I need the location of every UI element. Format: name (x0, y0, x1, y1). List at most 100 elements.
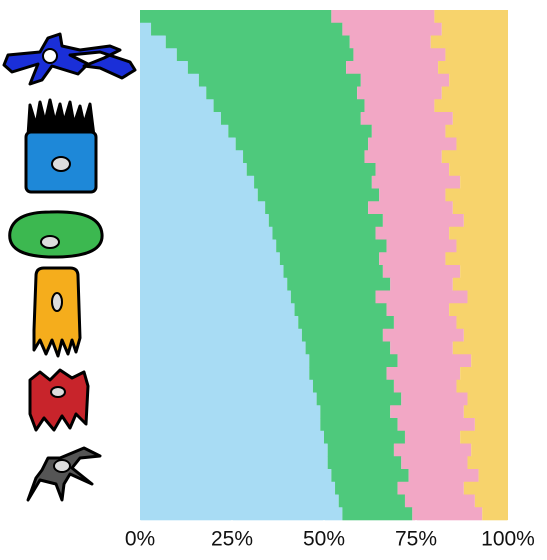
icon-spiky (26, 98, 96, 138)
bar-segment (393, 379, 457, 393)
bar-segment (140, 86, 207, 100)
bar-segment (338, 494, 405, 508)
bar-segment (478, 469, 508, 483)
icon-blue (2, 32, 137, 86)
x-tick-label: 100% (481, 528, 535, 551)
bar-segment (390, 277, 453, 291)
bar-segment (309, 354, 398, 368)
bar-segment (386, 239, 457, 253)
bar-segment (408, 469, 479, 483)
bar-segment (140, 137, 236, 151)
bar-segment (268, 214, 383, 228)
bar-segment (390, 405, 464, 419)
bar-segment (140, 430, 324, 444)
bar-segment (375, 163, 450, 177)
bar-segment (140, 418, 321, 432)
bar-segment (346, 61, 439, 75)
bar-segment (243, 150, 365, 164)
bar-segment (140, 239, 277, 253)
bar-segment (449, 303, 508, 317)
bar-segment (463, 328, 508, 342)
bar-segment (441, 150, 508, 164)
bar-segment (445, 188, 508, 202)
bar-segment (140, 367, 310, 381)
bar-segment (474, 494, 508, 508)
bar-segment (445, 252, 508, 266)
bar-segment (140, 303, 295, 317)
icon-green (8, 210, 104, 259)
bar-segment (140, 112, 221, 126)
bar-segment (140, 481, 336, 495)
bar-segment (382, 328, 464, 342)
bar-segment (151, 22, 343, 36)
bar-segment (198, 73, 361, 87)
bar-segment (456, 379, 508, 393)
bar-segment (375, 226, 450, 240)
bar-segment (140, 277, 288, 291)
bar-segment (316, 392, 402, 406)
bar-segment (393, 316, 457, 330)
bar-segment (445, 124, 508, 138)
bar-segment (140, 35, 166, 49)
bar-segment (287, 277, 391, 291)
bar-segment (434, 10, 508, 24)
bar-segment (471, 354, 508, 368)
bar-segment (140, 175, 255, 189)
bar-segment (441, 86, 508, 100)
bar-segment (140, 405, 321, 419)
bar-segment (456, 316, 508, 330)
icon-red (28, 368, 90, 432)
bar-segment (471, 443, 508, 457)
bar-segment (254, 175, 372, 189)
bar-segment (165, 35, 350, 49)
bar-segment (246, 163, 376, 177)
bar-segment (449, 73, 508, 87)
bar-segment (305, 341, 391, 355)
bar-segment (390, 341, 453, 355)
bar-segment (404, 494, 475, 508)
x-tick-label: 50% (303, 528, 345, 551)
bar-segment (220, 112, 361, 126)
bar-segment (393, 443, 472, 457)
bar-segment (456, 137, 508, 151)
bar-segment (335, 481, 398, 495)
bar-segment (272, 226, 376, 240)
bar-segment (140, 214, 269, 228)
bar-segment (467, 392, 508, 406)
icon-gray (26, 446, 102, 502)
bar-segment (342, 507, 413, 521)
bar-segment (327, 456, 402, 470)
bar-segment (140, 456, 328, 470)
bar-segment (140, 188, 258, 202)
bar-segment (467, 290, 508, 304)
bar-segment (206, 86, 358, 100)
bar-segment (412, 507, 483, 521)
bar-segment (379, 252, 446, 266)
x-tick-label: 0% (125, 528, 155, 551)
bar-segment (430, 35, 508, 49)
bar-segment (397, 354, 472, 368)
bar-segment (360, 73, 450, 87)
bar-segment (140, 163, 247, 177)
bar-segment (298, 316, 394, 330)
bar-segment (474, 418, 508, 432)
bar-segment (463, 481, 508, 495)
bar-segment (452, 112, 508, 126)
bar-segment (441, 22, 508, 36)
bar-segment (331, 10, 435, 24)
bar-segment (309, 367, 387, 381)
bar-segment (279, 252, 380, 266)
bar-segment (401, 456, 468, 470)
bar-segment (397, 418, 475, 432)
bar-segment (140, 507, 343, 521)
bar-segment (375, 290, 468, 304)
bar-segment (140, 354, 310, 368)
bar-segment (301, 328, 383, 342)
bar-segment (140, 201, 266, 215)
bar-segment (140, 48, 177, 62)
bar-segment (342, 22, 442, 36)
bar-segment (228, 124, 372, 138)
bar-segment (404, 430, 461, 444)
bar-segment (386, 303, 450, 317)
bar-segment (320, 405, 391, 419)
